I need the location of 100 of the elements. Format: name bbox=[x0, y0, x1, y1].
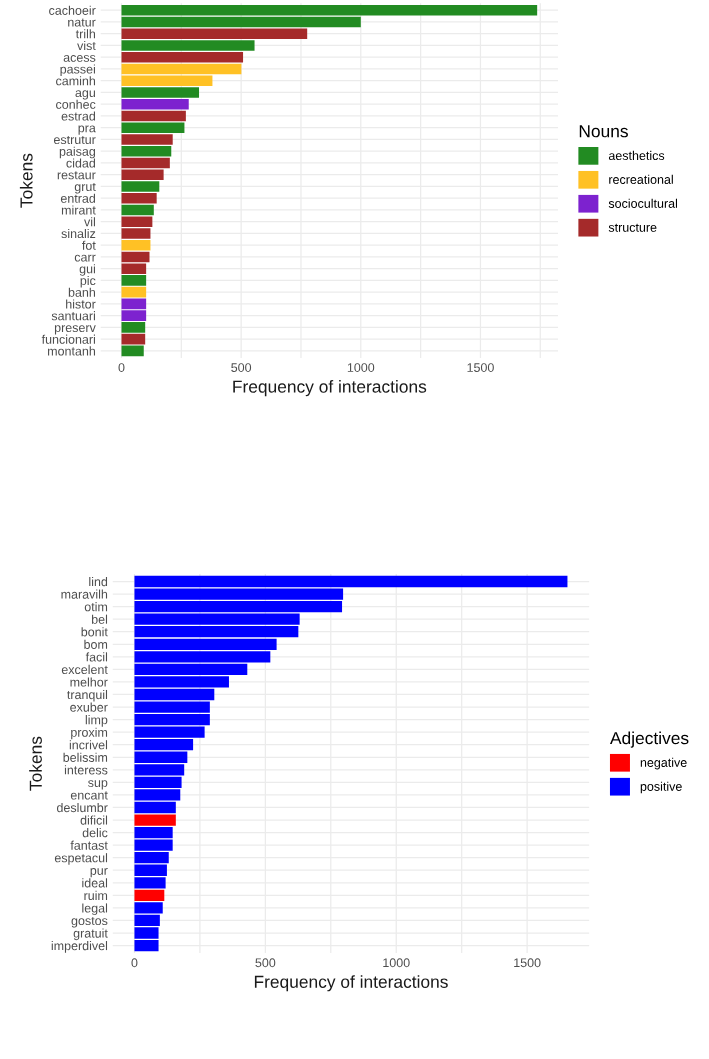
x-tick-label: 1000 bbox=[347, 363, 375, 372]
legend-label: aesthetics bbox=[608, 150, 665, 161]
legend-title: Nouns bbox=[579, 125, 628, 138]
y-tick-label: exuber bbox=[70, 702, 108, 712]
y-tick-label: banh bbox=[68, 287, 96, 297]
bar bbox=[134, 889, 165, 901]
y-tick-label: sup bbox=[88, 780, 108, 790]
y-tick-label: grut bbox=[74, 182, 96, 194]
legend-label: sociocultural bbox=[608, 198, 678, 208]
y-tick-label: sinaliz bbox=[61, 228, 96, 239]
y-tick-label: estrutur bbox=[53, 135, 96, 145]
y-tick-label: cachoeir bbox=[49, 5, 96, 15]
y-tick-label: facil bbox=[85, 652, 108, 662]
y-tick-label: bonit bbox=[81, 627, 108, 637]
y-tick-label: mirant bbox=[61, 205, 96, 215]
y-tick-label: acess bbox=[63, 55, 96, 62]
y-tick-label: carr bbox=[74, 254, 96, 262]
y-tick-label: imperdivel bbox=[51, 941, 108, 953]
x-axis-title: Frequency of interactions bbox=[254, 975, 448, 992]
y-tick-label: agu bbox=[75, 90, 95, 100]
bar bbox=[134, 814, 176, 826]
y-axis-title: Tokens bbox=[29, 736, 42, 791]
y-axis-title: Tokens bbox=[19, 153, 33, 208]
legend-label: recreational bbox=[609, 174, 673, 184]
bar bbox=[121, 51, 244, 63]
y-tick-label: gratuit bbox=[73, 928, 108, 941]
y-tick-label: caminh bbox=[56, 76, 96, 86]
bar bbox=[121, 87, 200, 98]
y-tick-label: fot bbox=[82, 240, 96, 250]
bar bbox=[121, 134, 173, 145]
y-tick-label: preserv bbox=[54, 325, 96, 335]
legend-label: negative bbox=[640, 757, 687, 770]
y-tick-label: espetacul bbox=[54, 853, 108, 865]
y-tick-label: entrad bbox=[60, 193, 96, 203]
x-tick-label: 0 bbox=[118, 363, 125, 372]
x-tick-label: 500 bbox=[255, 958, 276, 968]
y-tick-label: conhec bbox=[56, 99, 96, 109]
y-tick-label: bom bbox=[84, 639, 108, 649]
bar bbox=[121, 286, 147, 298]
y-tick-label: ruim bbox=[84, 890, 108, 901]
y-tick-label: encant bbox=[70, 791, 108, 800]
y-tick-label: vil bbox=[84, 217, 95, 227]
y-tick-label: maravilh bbox=[61, 589, 108, 599]
y-tick-label: pra bbox=[78, 125, 96, 135]
y-tick-label: delic bbox=[82, 828, 108, 838]
y-tick-label: funcionari bbox=[41, 334, 95, 344]
bar bbox=[121, 145, 172, 157]
y-tick-label: proxim bbox=[71, 727, 108, 740]
y-tick-label: legal bbox=[82, 903, 108, 916]
y-tick-label: deslumbr bbox=[56, 802, 108, 813]
y-tick-label: fantast bbox=[70, 840, 108, 850]
legend-title: Adjectives bbox=[609, 731, 689, 748]
y-tick-label: interess bbox=[64, 765, 108, 775]
bar bbox=[121, 204, 154, 216]
y-tick-label: limp bbox=[85, 715, 108, 727]
x-axis-title: Frequency of interactions bbox=[233, 380, 427, 397]
x-tick-label: 1000 bbox=[383, 958, 410, 968]
y-tick-label: gostos bbox=[71, 916, 108, 928]
bar bbox=[121, 40, 255, 51]
y-tick-label: montanh bbox=[48, 346, 96, 356]
x-tick-label: 1500 bbox=[467, 363, 494, 372]
y-tick-label: passei bbox=[60, 64, 95, 77]
x-tick-label: 500 bbox=[231, 363, 252, 372]
y-tick-label: estrad bbox=[61, 111, 96, 121]
y-tick-label: ideal bbox=[82, 878, 108, 888]
y-tick-label: excelent bbox=[61, 664, 108, 675]
y-tick-label: belissim bbox=[63, 752, 108, 762]
y-tick-label: gui bbox=[79, 264, 95, 276]
y-tick-label: incrivel bbox=[69, 740, 108, 750]
y-tick-label: vist bbox=[77, 40, 96, 51]
legend-label: positive bbox=[640, 781, 682, 794]
y-tick-label: lind bbox=[89, 576, 108, 587]
legend-label: structure bbox=[608, 223, 657, 232]
y-tick-label: otim bbox=[84, 602, 108, 612]
y-tick-label: melhor bbox=[70, 677, 108, 687]
bar bbox=[121, 239, 151, 251]
bar bbox=[121, 333, 146, 345]
bar bbox=[121, 275, 147, 286]
bar bbox=[121, 28, 308, 40]
x-tick-label: 1500 bbox=[514, 958, 541, 968]
y-tick-label: pur bbox=[90, 868, 108, 878]
y-tick-label: histor bbox=[66, 299, 96, 309]
y-tick-label: paisag bbox=[59, 146, 96, 159]
bar bbox=[121, 192, 157, 204]
y-tick-label: tranquil bbox=[67, 689, 108, 702]
y-tick-label: trilh bbox=[75, 29, 96, 39]
y-tick-label: pic bbox=[80, 275, 96, 288]
y-tick-label: bel bbox=[92, 614, 108, 624]
y-tick-label: cidad bbox=[66, 158, 96, 168]
y-tick-label: dificil bbox=[80, 815, 108, 825]
y-tick-label: natur bbox=[68, 18, 96, 27]
bar bbox=[121, 98, 189, 110]
x-tick-label: 0 bbox=[131, 958, 138, 968]
bar bbox=[121, 345, 144, 357]
bar bbox=[121, 181, 160, 192]
bar bbox=[121, 322, 146, 333]
bar bbox=[121, 110, 186, 122]
y-tick-label: santuari bbox=[51, 311, 95, 321]
y-tick-label: restaur bbox=[57, 171, 96, 180]
bar bbox=[121, 122, 185, 133]
